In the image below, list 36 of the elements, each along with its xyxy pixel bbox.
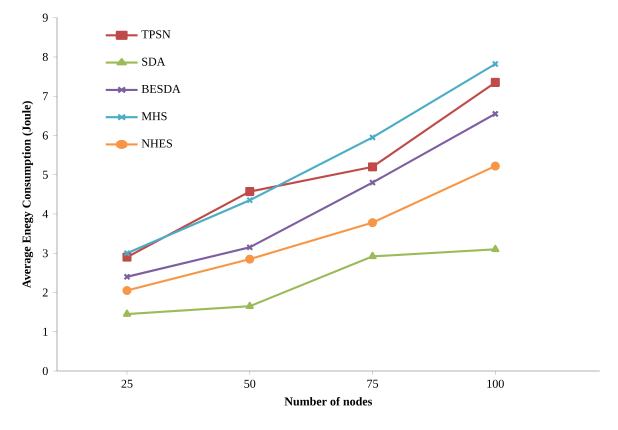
y-tick-label: 5	[42, 170, 48, 179]
x-tick-label: 100	[487, 380, 504, 388]
y-tick-label: 6	[42, 131, 48, 140]
legend-label: BESDA	[142, 84, 181, 93]
point	[368, 218, 378, 228]
x-axis-title: Number of nodes	[284, 396, 372, 406]
y-tick-label: 2	[42, 288, 48, 296]
legend-label: TPSN	[142, 30, 170, 38]
legend-label: SDA	[142, 58, 166, 66]
point	[368, 162, 378, 172]
point	[368, 252, 377, 260]
y-tick-label: 8	[42, 52, 48, 61]
point	[122, 286, 132, 296]
point	[246, 302, 254, 310]
y-tick-label: 1	[43, 328, 48, 336]
y-tick-label: 7	[43, 92, 48, 100]
point	[369, 134, 376, 141]
y-tick-label: 4	[42, 210, 48, 218]
point	[490, 162, 500, 171]
y-tick-label: 0	[42, 366, 48, 376]
point	[246, 244, 254, 251]
x-tick-label: 75	[367, 380, 378, 388]
y-tick-label: 9	[42, 14, 48, 22]
point	[246, 196, 254, 204]
y-axis-title: Average Enegy Consumption (Joule)	[22, 101, 34, 288]
legend-label: NHES	[142, 139, 172, 148]
point	[369, 179, 376, 186]
point	[491, 244, 500, 252]
x-tick-label: 50	[244, 380, 256, 388]
legend-label: MHS	[142, 112, 167, 120]
point	[122, 310, 132, 317]
point	[245, 254, 254, 264]
point	[490, 78, 500, 87]
point	[245, 187, 254, 196]
x-tick-label: 25	[122, 380, 133, 388]
y-tick-label: 3	[42, 249, 48, 258]
